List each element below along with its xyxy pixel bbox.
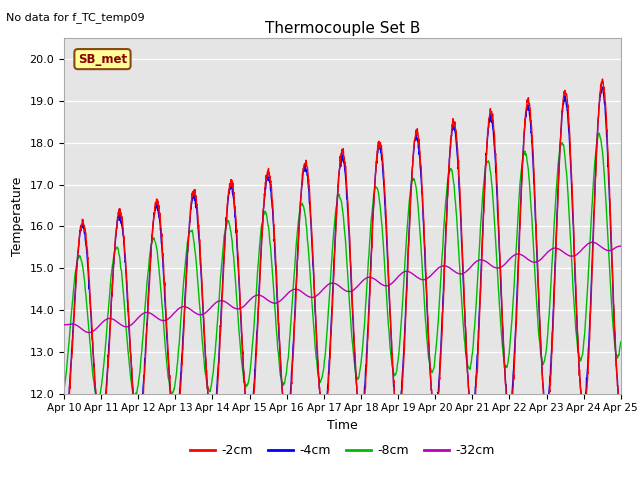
-4cm <box>617 397 625 403</box>
-8cm <box>504 356 512 362</box>
-2cm <box>617 408 625 414</box>
-32cm <box>584 241 591 247</box>
-32cm <box>617 243 625 249</box>
-2cm <box>134 434 141 440</box>
-4cm <box>61 428 69 434</box>
-4cm <box>598 84 605 90</box>
-2cm <box>371 183 379 189</box>
-4cm <box>216 344 223 349</box>
Line: -4cm: -4cm <box>64 87 621 431</box>
-8cm <box>93 397 101 403</box>
Text: No data for f_TC_temp09: No data for f_TC_temp09 <box>6 12 145 23</box>
Line: -8cm: -8cm <box>64 133 621 400</box>
-2cm <box>359 417 367 423</box>
-32cm <box>60 322 68 328</box>
-32cm <box>504 258 512 264</box>
-32cm <box>216 298 223 304</box>
Y-axis label: Temperature: Temperature <box>11 176 24 256</box>
-32cm <box>85 330 93 336</box>
-4cm <box>359 407 367 412</box>
-2cm <box>60 433 68 439</box>
-4cm <box>60 428 68 433</box>
-32cm <box>588 240 596 245</box>
-2cm <box>584 379 591 384</box>
Title: Thermocouple Set B: Thermocouple Set B <box>265 21 420 36</box>
-4cm <box>371 181 379 187</box>
-2cm <box>216 347 223 353</box>
-4cm <box>504 408 512 413</box>
-8cm <box>371 186 379 192</box>
Text: SB_met: SB_met <box>78 53 127 66</box>
-8cm <box>568 259 575 265</box>
-2cm <box>568 180 575 185</box>
-32cm <box>568 253 575 259</box>
Line: -2cm: -2cm <box>64 79 621 437</box>
-8cm <box>617 339 625 345</box>
-8cm <box>60 386 68 392</box>
-8cm <box>216 290 223 296</box>
-8cm <box>359 344 367 350</box>
-2cm <box>504 408 512 413</box>
-4cm <box>584 369 591 374</box>
Line: -32cm: -32cm <box>64 242 621 333</box>
-8cm <box>584 291 591 297</box>
-4cm <box>568 189 575 194</box>
-2cm <box>598 76 606 82</box>
-32cm <box>359 278 367 284</box>
-32cm <box>371 276 379 282</box>
-8cm <box>596 131 604 136</box>
X-axis label: Time: Time <box>327 419 358 432</box>
Legend: -2cm, -4cm, -8cm, -32cm: -2cm, -4cm, -8cm, -32cm <box>186 439 499 462</box>
